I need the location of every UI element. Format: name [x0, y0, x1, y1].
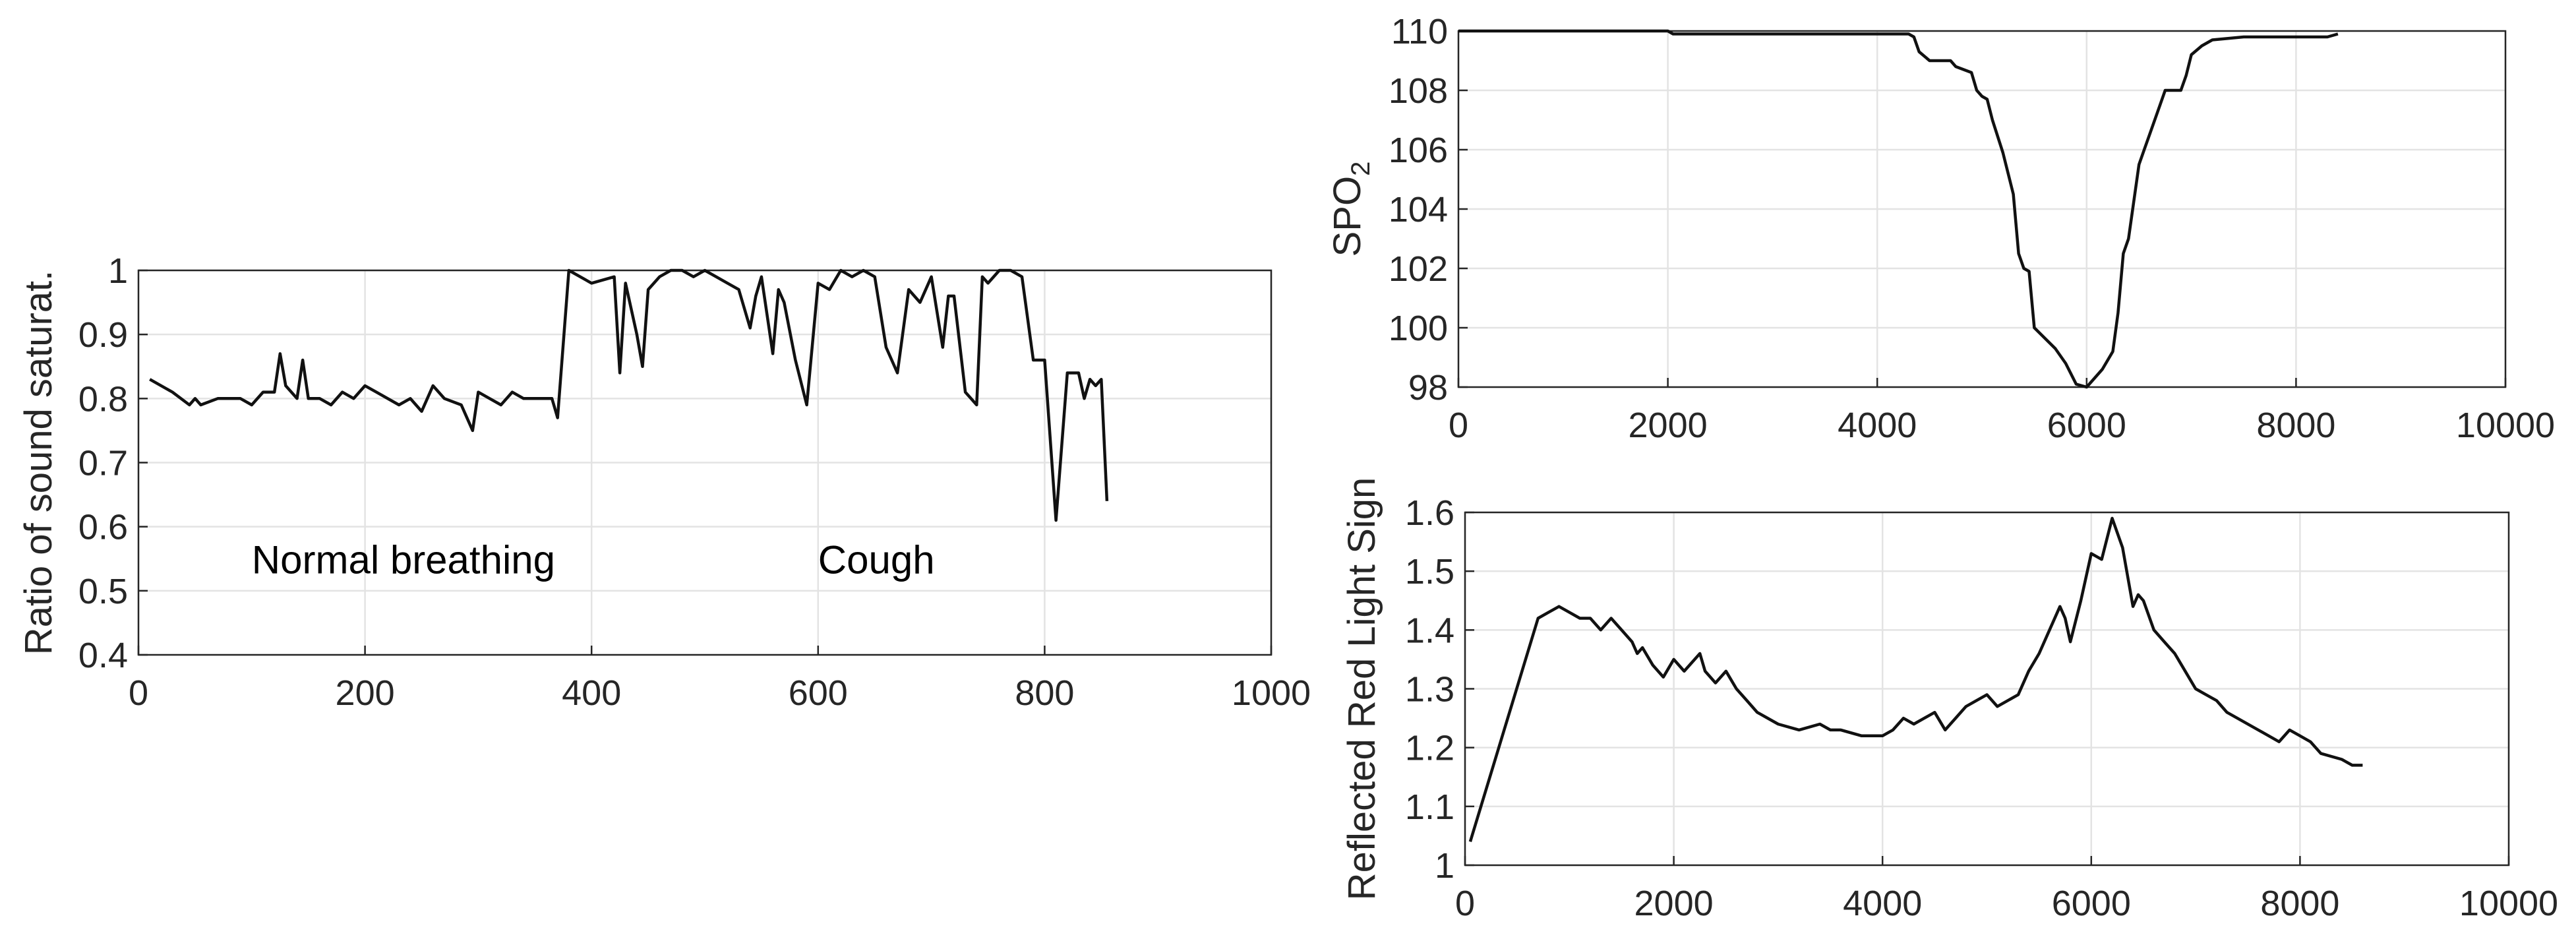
series-line [149, 268, 1109, 522]
y-tick-label: 1.1 [1405, 787, 1454, 827]
y-tick-label: 1.6 [1405, 493, 1454, 533]
x-tick-label: 2000 [1634, 884, 1714, 923]
y-tick-label: 1 [108, 251, 128, 291]
x-tick-label: 6000 [2047, 406, 2126, 445]
y-tick-label: 0.8 [78, 379, 128, 419]
y-tick-label: 110 [1391, 12, 1448, 51]
y-axis-label: Ratio of sound saturat. [17, 270, 60, 655]
y-tick-label: 0.5 [78, 572, 128, 611]
x-tick-label: 0 [1455, 884, 1475, 923]
y-tick-label: 98 [1408, 368, 1448, 408]
y-axis-label: SPO2 [1326, 162, 1375, 257]
y-axis-label: Reflected Red Light Sign [1340, 477, 1383, 901]
series-line [1468, 516, 2363, 842]
x-tick-label: 200 [336, 673, 395, 713]
x-tick-label: 10000 [2456, 406, 2555, 445]
y-tick-label: 102 [1389, 249, 1448, 289]
x-tick-label: 2000 [1629, 406, 1708, 445]
annotation-label: Cough [818, 537, 935, 582]
y-tick-label: 0.9 [78, 315, 128, 355]
x-tick-label: 0 [129, 673, 148, 713]
chart-left: 0 200 400 600 800 1000 0.4 0.5 0.6 0.7 0.8 0.9 1 Rati… [17, 251, 1311, 713]
x-tick-label: 10000 [2459, 884, 2558, 923]
y-tick-label: 104 [1389, 190, 1448, 229]
x-tick-label: 1000 [1232, 673, 1311, 713]
x-tick-label: 0 [1449, 406, 1468, 445]
y-axis-label-text: Reflected Red Light Sign [1340, 477, 1383, 901]
x-tick-label: 400 [562, 673, 621, 713]
y-tick-label: 108 [1389, 71, 1448, 111]
x-tick-label: 800 [1015, 673, 1074, 713]
x-tick-label: 4000 [1838, 406, 1917, 445]
x-tick-label: 4000 [1843, 884, 1922, 923]
y-tick-label: 1.2 [1405, 729, 1454, 768]
x-tick-label: 8000 [2260, 884, 2339, 923]
annotation-label: Normal breathing [252, 537, 555, 582]
x-tick-label: 6000 [2052, 884, 2131, 923]
y-tick-label: 106 [1389, 131, 1448, 170]
y-axis-label-subscript: 2 [1346, 162, 1375, 176]
y-tick-label: 0.6 [78, 508, 128, 547]
series-line [1458, 29, 2339, 389]
y-axis-label-text: SPO [1326, 176, 1369, 257]
y-axis-label-text: Ratio of sound saturat. [17, 270, 60, 655]
chart-top-right: 0 2000 4000 6000 8000 10000 98 100 102 104 106 108 1… [1326, 12, 2555, 445]
chart-bottom-right: 0 2000 4000 6000 8000 10000 1 1.1 1.2 1.3 1.4 1.5 1.… [1340, 477, 2558, 923]
x-tick-label: 8000 [2256, 406, 2335, 445]
x-tick-label: 600 [789, 673, 848, 713]
y-tick-label: 0.7 [78, 444, 128, 483]
y-tick-label: 1.3 [1405, 670, 1454, 710]
y-tick-label: 1.4 [1405, 611, 1454, 650]
y-tick-label: 1 [1435, 846, 1454, 886]
y-tick-label: 1.5 [1405, 552, 1454, 592]
y-tick-label: 100 [1389, 309, 1448, 348]
y-tick-label: 0.4 [78, 636, 128, 675]
